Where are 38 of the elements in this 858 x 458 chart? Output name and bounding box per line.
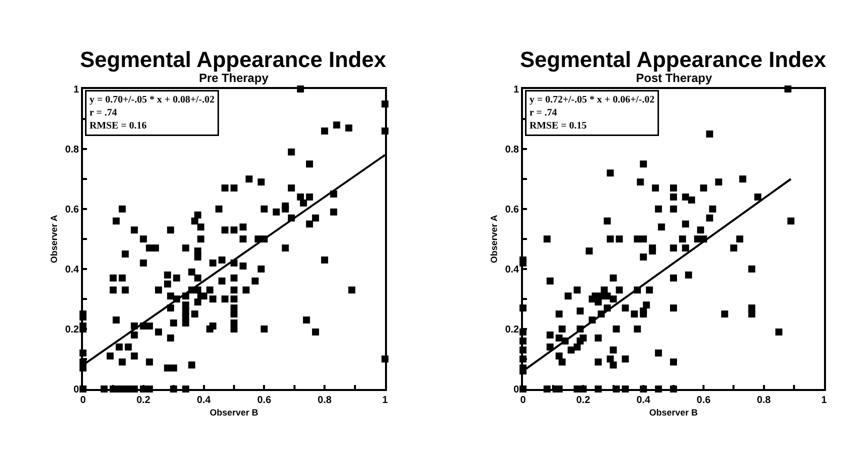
x-tick-label: 0.2: [136, 395, 151, 406]
x-tick-label: 0.6: [257, 395, 272, 406]
annotation: RMSE = 0.15: [530, 120, 587, 132]
annotation: RMSE = 0.16: [90, 120, 147, 132]
x-tick-label: 0.4: [196, 395, 212, 406]
x-tick-label: 0.4: [636, 395, 651, 406]
x-tick-label: 0.2: [576, 395, 591, 406]
x-tick-label: 0.6: [696, 395, 711, 406]
x-tick-label: 1: [382, 395, 388, 406]
y-tick-label: 0: [513, 384, 520, 396]
y-tick-label: 0.6: [65, 204, 80, 216]
chart-subtitle: Pre Therapy: [199, 71, 269, 85]
annotation: r = .74: [90, 108, 117, 118]
x-axis-title: Observer B: [210, 407, 259, 418]
y-axis-title: Observer A: [48, 214, 59, 264]
x-tick-label: 1: [821, 395, 828, 406]
x-tick-label: 0.8: [756, 395, 772, 406]
chart-subtitle: Post Therapy: [636, 71, 712, 85]
y-axis-title: Observer A: [488, 214, 499, 264]
y-tick-label: 1: [513, 84, 520, 96]
annotation: r = .74: [530, 108, 557, 118]
y-tick-label: 0.2: [505, 324, 520, 336]
y-tick-label: 0.8: [505, 144, 520, 156]
y-tick-label: 0.4: [65, 264, 80, 276]
chart-title: Segmental Appearance Index: [520, 47, 827, 72]
chart-title: Segmental Appearance Index: [80, 47, 387, 72]
y-tick-label: 0: [73, 384, 80, 396]
annotation: y = 0.72+/-.05 * x + 0.06+/-.02: [530, 94, 655, 106]
y-tick-label: 0.6: [505, 204, 520, 216]
y-tick-label: 0.2: [65, 324, 80, 336]
annotation: y = 0.70+/-.05 * x + 0.08+/-.02: [90, 94, 215, 106]
x-tick-label: 0.8: [318, 395, 332, 406]
x-tick-label: 0: [80, 395, 86, 406]
y-tick-label: 1: [73, 84, 80, 96]
y-tick-label: 0.8: [65, 144, 80, 156]
y-tick-label: 0.4: [505, 264, 520, 276]
x-axis-title: Observer B: [649, 407, 698, 418]
x-tick-label: 0: [520, 395, 526, 406]
